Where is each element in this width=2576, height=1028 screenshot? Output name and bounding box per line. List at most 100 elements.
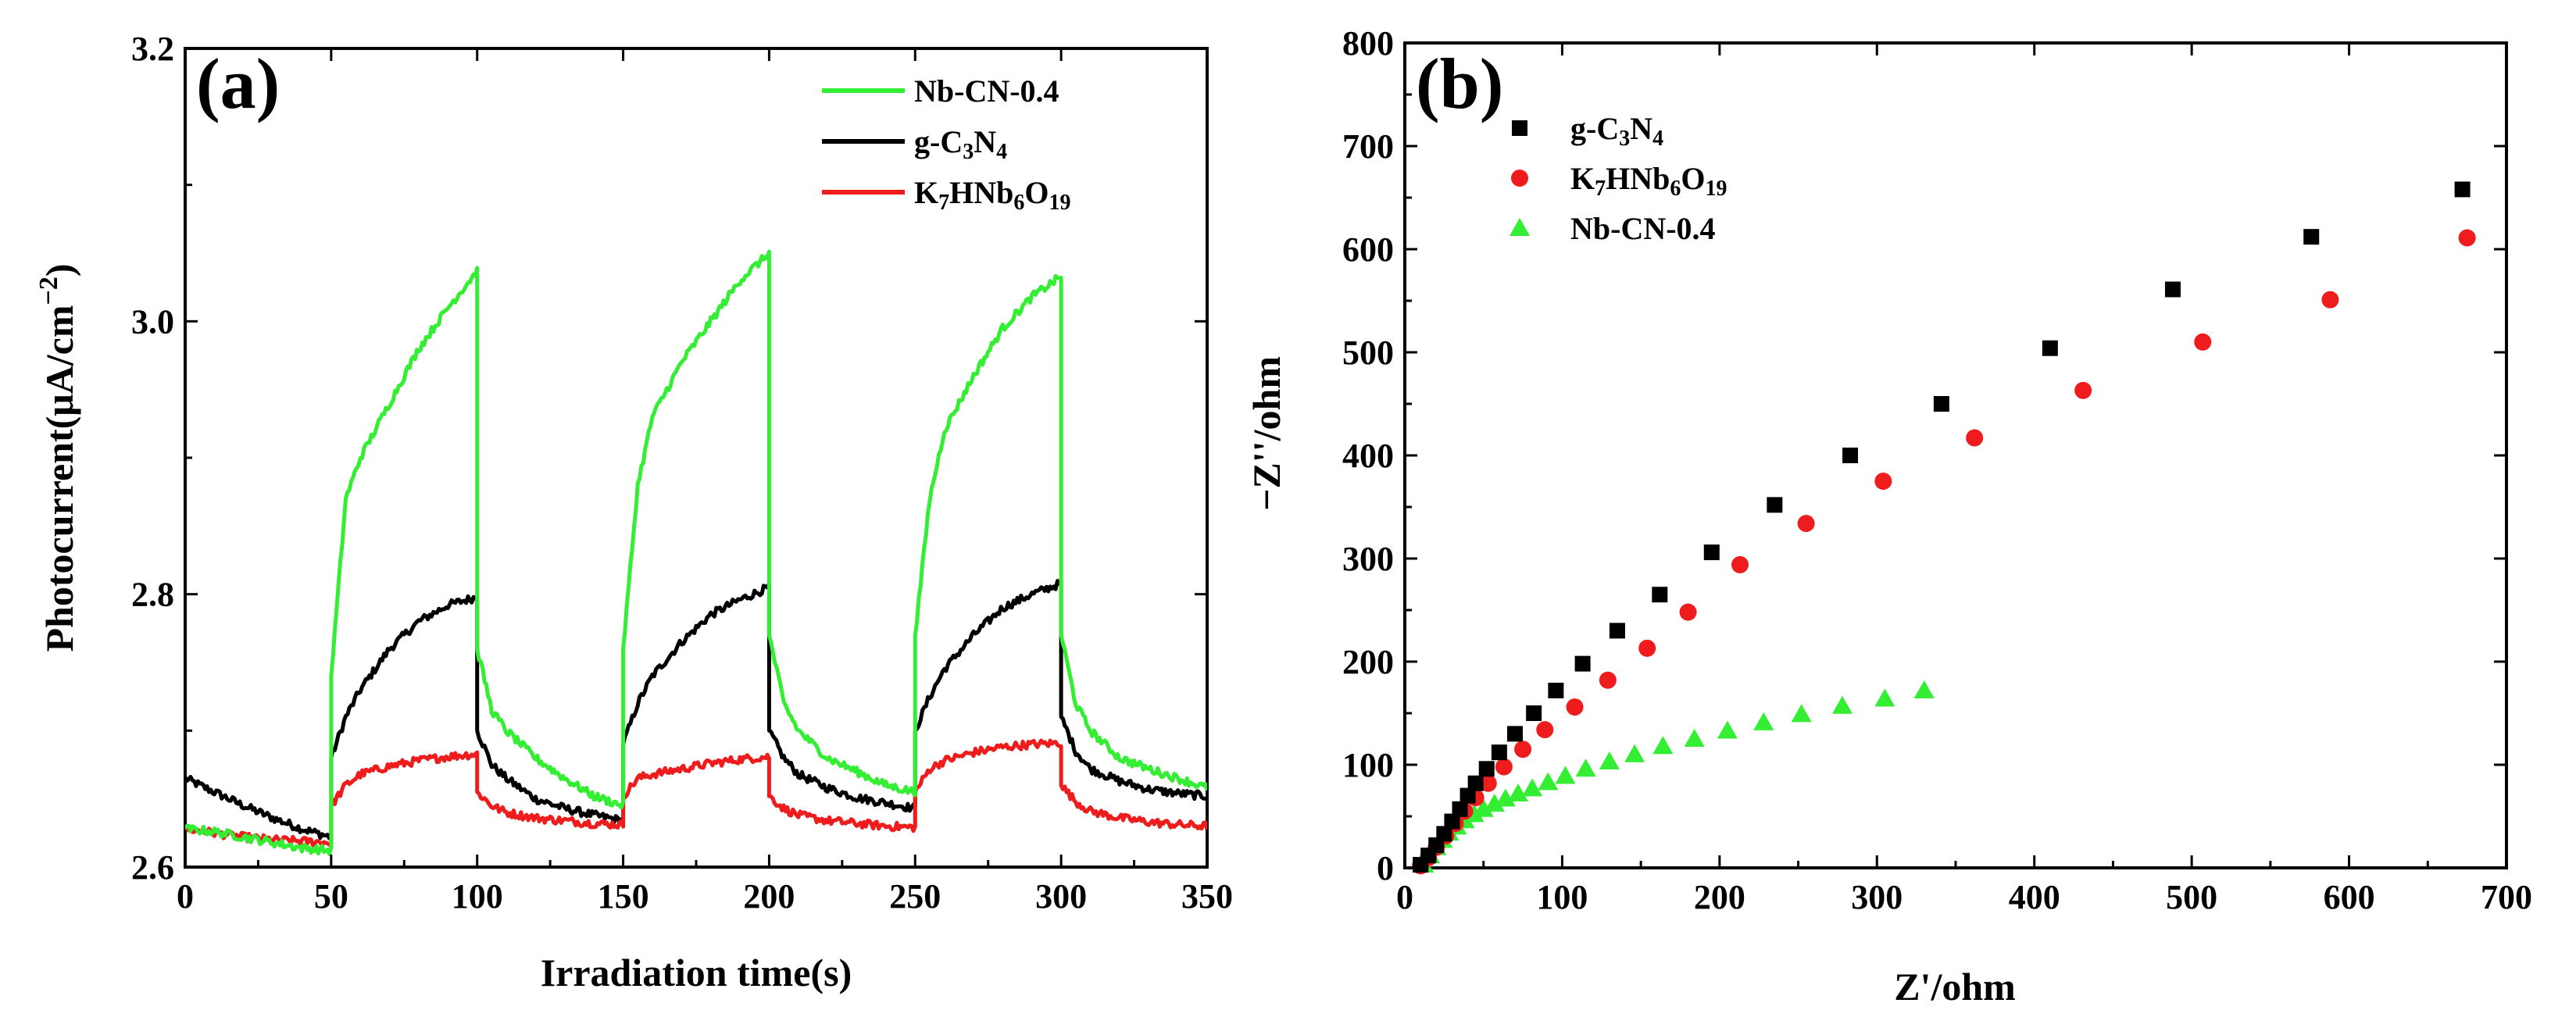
panel-b-legend-label-part: 3 <box>1619 127 1630 151</box>
panel-b-legend-label-part: O <box>1681 161 1705 196</box>
nyquist-point-g-c3n4 <box>1507 726 1523 742</box>
nyquist-point-nb-cn-0-4 <box>1831 695 1853 714</box>
panel-b-legend-label-part: g-C <box>1570 111 1619 146</box>
panel-a-legend-label-part: 19 <box>1049 191 1071 215</box>
panel-a-y-axis-title-main: Photocurrent(μA/cm <box>38 305 81 652</box>
panel-a-y-tick-label: 2.8 <box>131 576 174 614</box>
nyquist-point-g-c3n4 <box>1459 787 1476 804</box>
panel-b-chart: 0 100 200 300 400 500 600 700 0 100 200 300 400 500 60… <box>1245 24 2532 1008</box>
panel-a-legend-label-part: 3 <box>963 140 974 164</box>
panel-b-x-axis-title: Z'/ohm <box>1894 965 2016 1008</box>
panel-a-label: (a) <box>196 44 280 123</box>
panel-b-data-points <box>1412 181 2476 875</box>
panel-b-x-tick-label: 300 <box>1851 878 1903 916</box>
panel-b-legend-label: g-C3N4 <box>1570 111 1663 151</box>
panel-a-legend-label: K7HNb6O19 <box>914 175 1071 215</box>
nyquist-point-nb-cn-0-4 <box>1508 783 1529 801</box>
panel-b-y-tick-label: 700 <box>1342 127 1394 166</box>
nyquist-point-nb-cn-0-4 <box>1575 759 1596 777</box>
panel-b-x-tick-label: 500 <box>2166 878 2217 916</box>
panel-b-x-tick-label: 200 <box>1694 878 1745 916</box>
nyquist-point-k7hnb6o19 <box>1479 774 1497 792</box>
nyquist-point-g-c3n4 <box>1452 801 1468 817</box>
panel-b-legend-label: Nb-CN-0.4 <box>1570 211 1716 246</box>
panel-b-x-tick-label: 600 <box>2324 878 2375 916</box>
panel-a-y-tick-label: 3.0 <box>131 302 174 341</box>
panel-a-legend-label: g-C3N4 <box>914 124 1007 164</box>
nyquist-point-nb-cn-0-4 <box>1522 778 1543 797</box>
panel-a-legend-label-part: K <box>914 175 938 210</box>
nyquist-point-k7hnb6o19 <box>1874 473 1892 490</box>
panel-a-legend-label-part: N <box>974 124 996 159</box>
nyquist-point-k7hnb6o19 <box>1495 758 1513 776</box>
nyquist-point-k7hnb6o19 <box>1566 698 1584 716</box>
nyquist-point-nb-cn-0-4 <box>1684 729 1705 747</box>
nyquist-point-nb-cn-0-4 <box>1753 712 1774 730</box>
panel-a-ticks: 0 50 100 150 200 250 300 350 2.6 2.8 3.0 3.2 <box>131 30 1233 916</box>
nyquist-point-nb-cn-0-4 <box>1913 680 1935 698</box>
panel-b-y-tick-label: 500 <box>1342 334 1394 372</box>
panel-b-x-tick-label: 100 <box>1536 878 1588 916</box>
photocurrent-line-nb-cn-0-4 <box>185 249 1207 856</box>
nyquist-point-k7hnb6o19 <box>1514 741 1532 759</box>
panel-a-x-axis-title: Irradiation time(s) <box>541 951 852 994</box>
nyquist-point-k7hnb6o19 <box>1638 639 1656 657</box>
panel-a-x-tick-label: 200 <box>743 877 795 916</box>
panel-b-legend-label-part: 6 <box>1670 177 1681 201</box>
nyquist-point-nb-cn-0-4 <box>1717 720 1738 739</box>
panel-a-legend-label-part: 4 <box>996 140 1007 164</box>
nyquist-point-nb-cn-0-4 <box>1484 794 1505 812</box>
nyquist-point-k7hnb6o19 <box>1797 515 1815 533</box>
panel-a-legend-label-part: 6 <box>1013 191 1024 215</box>
photocurrent-line-k7hnb6o19 <box>185 738 1207 848</box>
panel-a-legend-label: Nb-CN-0.4 <box>914 73 1059 109</box>
panel-b-legend-label-part: 7 <box>1595 177 1606 201</box>
nyquist-point-g-c3n4 <box>1609 623 1625 639</box>
panel-b-legend: g-C3N4 K7HNb6O19 Nb-CN-0.4 <box>1510 111 1727 246</box>
panel-a-data-lines <box>185 249 1207 856</box>
nyquist-point-g-c3n4 <box>1467 775 1484 791</box>
nyquist-point-g-c3n4 <box>1478 761 1495 777</box>
nyquist-point-nb-cn-0-4 <box>1791 704 1812 723</box>
panel-b-legend-label-part: N <box>1630 111 1652 146</box>
nyquist-point-nb-cn-0-4 <box>1599 751 1620 770</box>
panel-b-y-tick-label: 600 <box>1342 230 1394 269</box>
panel-b-legend-label-part: Nb-CN-0.4 <box>1570 211 1716 246</box>
panel-a-legend: Nb-CN-0.4 g-C3N4 K7HNb6O19 <box>822 73 1071 215</box>
panel-b-x-tick-label: 0 <box>1396 878 1413 916</box>
nyquist-point-k7hnb6o19 <box>1679 603 1697 621</box>
nyquist-point-nb-cn-0-4 <box>1538 772 1559 791</box>
nyquist-point-g-c3n4 <box>1548 682 1564 698</box>
nyquist-point-g-c3n4 <box>1933 396 1949 412</box>
panel-b-y-tick-label: 0 <box>1377 849 1394 887</box>
nyquist-point-nb-cn-0-4 <box>1624 744 1645 762</box>
panel-a-legend-label-part: Nb-CN-0.4 <box>914 73 1059 109</box>
panel-a-legend-label-part: HNb <box>949 175 1013 210</box>
panel-a-x-tick-label: 300 <box>1035 877 1087 916</box>
nyquist-point-g-c3n4 <box>1574 655 1591 672</box>
panel-a-legend-label-part: g-C <box>914 124 963 159</box>
panel-a-x-tick-label: 250 <box>889 877 941 916</box>
nyquist-point-g-c3n4 <box>1491 744 1507 761</box>
panel-b-legend-label: K7HNb6O19 <box>1570 161 1727 201</box>
panel-a-x-tick-label: 50 <box>314 877 348 916</box>
nyquist-point-k7hnb6o19 <box>2321 291 2339 309</box>
panel-a-y-axis-title-close: ) <box>38 263 81 277</box>
panel-b-y-tick-label: 100 <box>1342 746 1394 784</box>
nyquist-point-g-c3n4 <box>1767 497 1783 513</box>
nyquist-point-g-c3n4 <box>2164 281 2181 298</box>
panel-b-y-tick-label: 400 <box>1342 437 1394 475</box>
nyquist-point-g-c3n4 <box>1526 705 1542 721</box>
panel-b-legend-label-part: 19 <box>1706 177 1727 201</box>
panel-a-y-tick-label: 2.6 <box>131 848 174 887</box>
panel-b-legend-marker <box>1511 170 1528 187</box>
panel-b-legend-label-part: K <box>1570 161 1595 196</box>
panel-a-y-axis-title-sup: −2 <box>34 277 63 305</box>
panel-b-legend-label-part: 4 <box>1652 127 1663 151</box>
panel-b-y-tick-label: 300 <box>1342 540 1394 578</box>
panel-b-legend-label-part: HNb <box>1606 161 1670 196</box>
panel-a-x-tick-label: 350 <box>1181 877 1233 916</box>
nyquist-point-g-c3n4 <box>1842 448 1859 463</box>
